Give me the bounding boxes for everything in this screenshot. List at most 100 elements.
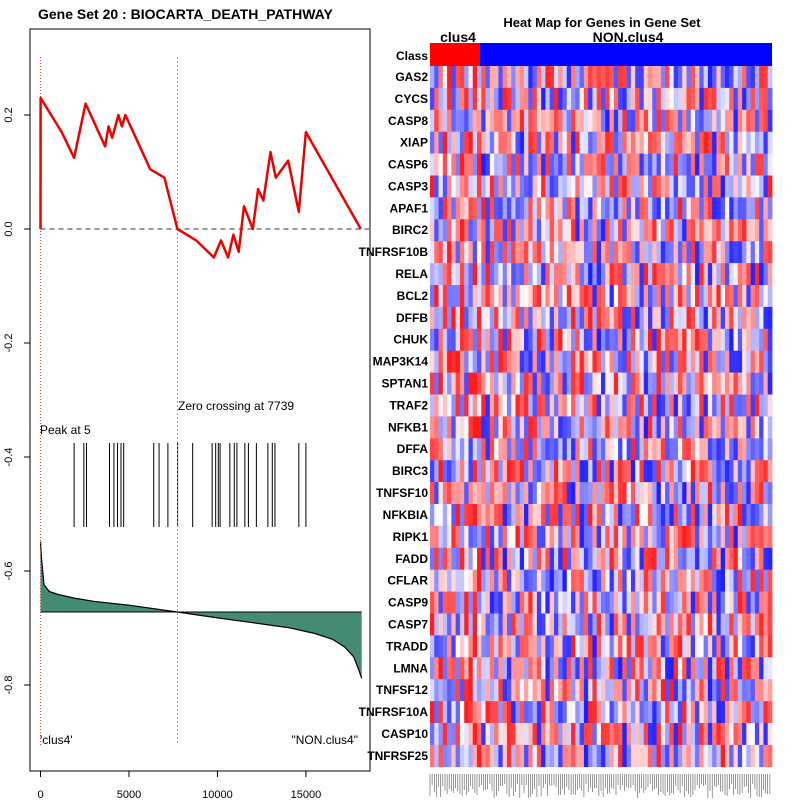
heatmap-cell bbox=[502, 504, 508, 527]
heatmap-cell bbox=[545, 613, 551, 636]
heatmap-cell bbox=[712, 153, 717, 176]
heatmap-cell bbox=[519, 372, 525, 395]
heatmap-cell bbox=[682, 197, 687, 220]
heatmap-cell bbox=[472, 175, 478, 198]
heatmap-cell bbox=[635, 613, 640, 636]
heatmap-cell bbox=[686, 328, 692, 351]
heatmap-cell bbox=[605, 66, 610, 89]
heatmap-cell bbox=[558, 701, 563, 724]
heatmap-cell bbox=[742, 328, 747, 351]
heatmap-cell bbox=[485, 87, 491, 111]
heatmap-cell bbox=[459, 328, 465, 351]
heatmap-cell bbox=[472, 153, 478, 176]
heatmap-cell bbox=[562, 635, 568, 658]
heatmap-cell bbox=[656, 525, 662, 549]
heatmap-cell bbox=[733, 460, 739, 483]
gene-label: DFFB bbox=[396, 311, 428, 325]
heatmap-cell bbox=[763, 394, 769, 417]
heatmap-cell bbox=[481, 657, 486, 680]
heatmap-cell bbox=[511, 241, 516, 264]
heatmap-cell bbox=[489, 372, 495, 395]
heatmap-cell bbox=[669, 744, 675, 768]
heatmap-cell bbox=[686, 482, 692, 505]
heatmap-cell bbox=[583, 504, 589, 527]
heatmap-cell bbox=[690, 241, 696, 264]
heatmap-cell bbox=[763, 109, 769, 132]
heatmap-cell bbox=[553, 613, 559, 636]
heatmap-cell bbox=[588, 219, 593, 242]
heatmap-cell bbox=[707, 635, 713, 658]
heatmap-cell bbox=[712, 657, 717, 680]
heatmap-cell bbox=[677, 482, 683, 505]
heatmap-cell bbox=[592, 306, 598, 330]
heatmap-cell bbox=[442, 66, 448, 89]
heatmap-cell bbox=[635, 723, 640, 746]
heatmap-cell bbox=[489, 350, 495, 373]
heatmap-cell bbox=[648, 175, 653, 198]
heatmap-cell bbox=[763, 285, 769, 308]
heatmap-cell bbox=[506, 460, 512, 483]
heatmap-cell bbox=[477, 328, 482, 351]
heatmap-cell bbox=[571, 87, 576, 111]
heatmap-cell bbox=[562, 394, 568, 417]
heatmap-cell bbox=[579, 87, 585, 111]
heatmap-cell bbox=[451, 306, 457, 330]
heatmap-cell bbox=[724, 525, 730, 549]
heatmap-cell bbox=[707, 372, 713, 395]
heatmap-cell bbox=[524, 613, 529, 636]
heatmap-cell bbox=[464, 197, 469, 220]
heatmap-cell bbox=[468, 635, 474, 658]
heatmap-cell bbox=[536, 723, 542, 746]
heatmap-cell bbox=[575, 591, 581, 614]
heatmap-cell bbox=[622, 109, 628, 132]
heatmap-cell bbox=[690, 569, 696, 592]
heatmap-cell bbox=[622, 394, 628, 417]
heatmap-cell bbox=[511, 744, 516, 768]
heatmap-cell bbox=[613, 306, 619, 330]
heatmap-cell bbox=[592, 679, 598, 702]
heatmap-cell bbox=[703, 460, 709, 483]
heatmap-cell bbox=[746, 547, 752, 570]
heatmap-cell bbox=[613, 416, 619, 439]
heatmap-cell bbox=[592, 153, 598, 176]
heatmap-cell bbox=[729, 547, 734, 570]
heatmap-cell bbox=[618, 87, 623, 111]
heatmap-cell bbox=[699, 635, 705, 658]
heatmap-cell bbox=[767, 591, 773, 614]
heatmap-cell bbox=[566, 219, 572, 242]
heatmap-cell bbox=[754, 635, 760, 658]
heatmap-cell bbox=[742, 525, 747, 549]
heatmap-cell bbox=[669, 175, 675, 198]
heatmap-cell bbox=[532, 635, 538, 658]
heatmap-cell bbox=[485, 591, 491, 614]
heatmap-cell bbox=[630, 328, 636, 351]
heatmap-cell bbox=[571, 328, 576, 351]
heatmap-cell bbox=[656, 635, 662, 658]
heatmap-cell bbox=[767, 87, 773, 111]
heatmap-cell bbox=[562, 657, 568, 680]
heatmap-cell bbox=[506, 197, 512, 220]
heatmap-cell bbox=[464, 306, 469, 330]
heatmap-cell bbox=[430, 701, 435, 724]
heatmap-cell bbox=[498, 701, 504, 724]
heatmap-cell bbox=[648, 679, 653, 702]
heatmap-cell bbox=[430, 285, 435, 308]
heatmap-cell bbox=[583, 285, 589, 308]
heatmap-cell bbox=[596, 350, 602, 373]
heatmap-cell bbox=[430, 394, 435, 417]
heatmap-cell bbox=[742, 285, 747, 308]
heatmap-cell bbox=[502, 394, 508, 417]
heatmap-cell bbox=[652, 460, 657, 483]
heatmap-cell bbox=[712, 328, 717, 351]
heatmap-cell bbox=[630, 460, 636, 483]
heatmap-cell bbox=[434, 219, 439, 242]
heatmap-cell bbox=[677, 285, 683, 308]
heatmap-cell bbox=[660, 109, 666, 132]
heatmap-cell bbox=[724, 66, 730, 89]
heatmap-cell bbox=[506, 175, 512, 198]
heatmap-cell bbox=[643, 197, 649, 220]
heatmap-cell bbox=[468, 569, 474, 592]
heatmap-cell bbox=[669, 547, 675, 570]
heatmap-cell bbox=[468, 328, 474, 351]
heatmap-cell bbox=[494, 350, 499, 373]
